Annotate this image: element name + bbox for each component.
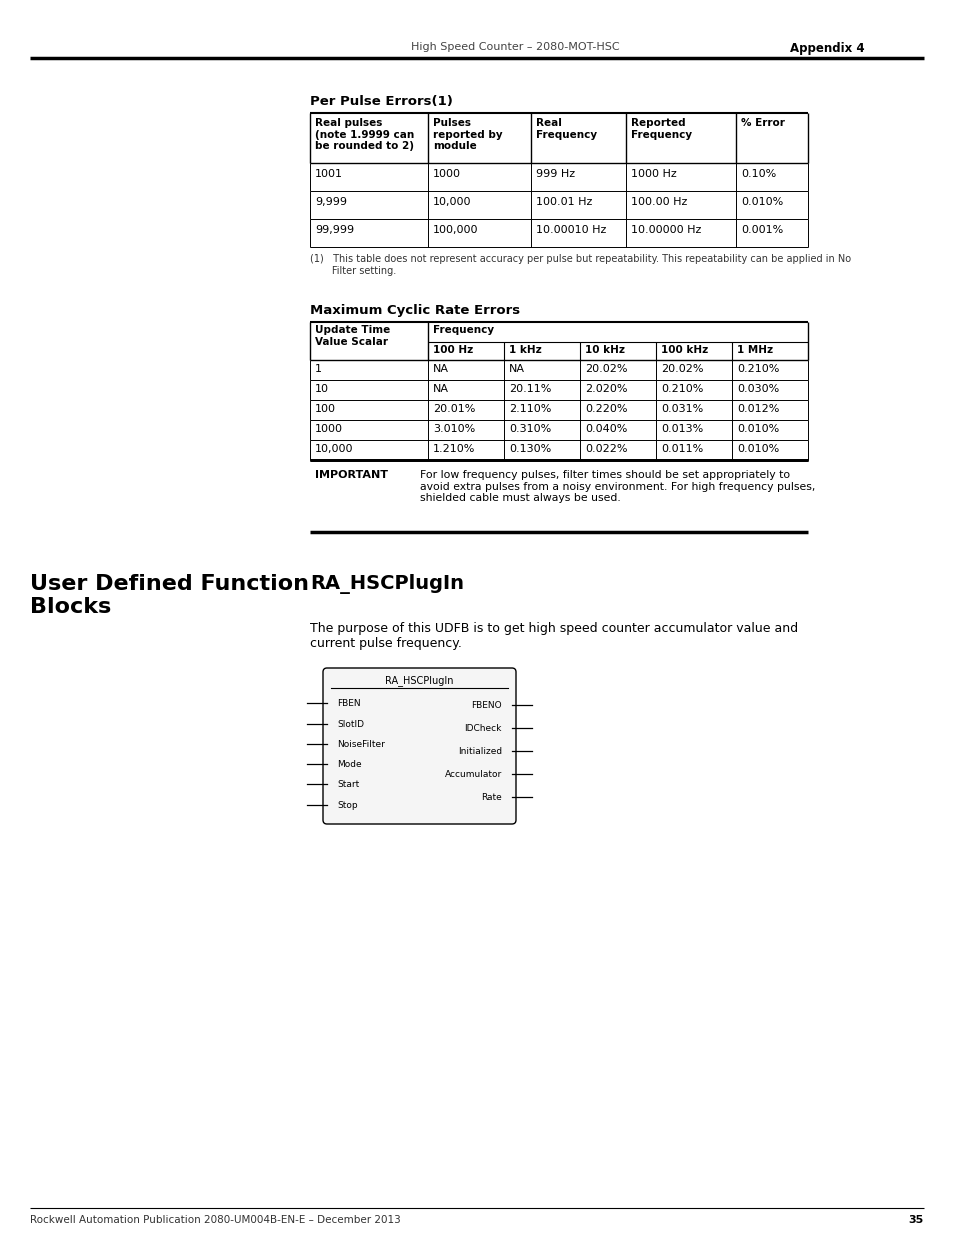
Text: 0.012%: 0.012% (737, 404, 779, 414)
Text: 0.010%: 0.010% (737, 445, 779, 454)
Text: 10 kHz: 10 kHz (584, 345, 624, 354)
Text: Rate: Rate (480, 793, 501, 802)
Text: 100,000: 100,000 (433, 225, 478, 235)
Text: Mode: Mode (336, 761, 361, 769)
Text: 20.01%: 20.01% (433, 404, 475, 414)
Text: 1000: 1000 (314, 424, 343, 433)
Text: 999 Hz: 999 Hz (536, 169, 575, 179)
Text: 3.010%: 3.010% (433, 424, 475, 433)
Text: NA: NA (433, 364, 449, 374)
Text: 2.110%: 2.110% (509, 404, 551, 414)
Text: NA: NA (509, 364, 524, 374)
Text: 0.210%: 0.210% (660, 384, 702, 394)
Text: Real pulses
(note 1.9999 can
be rounded to 2): Real pulses (note 1.9999 can be rounded … (314, 119, 414, 151)
Text: % Error: % Error (740, 119, 784, 128)
Text: 20.02%: 20.02% (584, 364, 627, 374)
Text: 9,999: 9,999 (314, 198, 347, 207)
Text: 0.010%: 0.010% (737, 424, 779, 433)
Text: IMPORTANT: IMPORTANT (314, 471, 388, 480)
Text: 0.013%: 0.013% (660, 424, 702, 433)
Text: FBENO: FBENO (471, 701, 501, 710)
Text: 10: 10 (314, 384, 329, 394)
Text: Start: Start (336, 781, 359, 789)
Text: 0.011%: 0.011% (660, 445, 702, 454)
Text: Stop: Stop (336, 800, 357, 810)
Text: 1 kHz: 1 kHz (509, 345, 541, 354)
Text: High Speed Counter – 2080-MOT-HSC: High Speed Counter – 2080-MOT-HSC (411, 42, 619, 52)
Text: The purpose of this UDFB is to get high speed counter accumulator value and
curr: The purpose of this UDFB is to get high … (310, 622, 798, 650)
Text: 100 kHz: 100 kHz (660, 345, 707, 354)
Text: 10.00010 Hz: 10.00010 Hz (536, 225, 606, 235)
Text: User Defined Function
Blocks: User Defined Function Blocks (30, 574, 309, 618)
Text: 1000: 1000 (433, 169, 460, 179)
Text: 1 MHz: 1 MHz (737, 345, 772, 354)
Text: Maximum Cyclic Rate Errors: Maximum Cyclic Rate Errors (310, 304, 519, 317)
Text: 1: 1 (314, 364, 322, 374)
Text: 10,000: 10,000 (433, 198, 471, 207)
Text: Pulses
reported by
module: Pulses reported by module (433, 119, 502, 151)
Text: 1001: 1001 (314, 169, 343, 179)
Text: Frequency: Frequency (433, 325, 494, 335)
Text: 0.001%: 0.001% (740, 225, 782, 235)
Text: 0.030%: 0.030% (737, 384, 779, 394)
Text: 35: 35 (908, 1215, 923, 1225)
Text: Reported
Frequency: Reported Frequency (630, 119, 691, 140)
Text: NoiseFilter: NoiseFilter (336, 740, 384, 748)
Text: 20.02%: 20.02% (660, 364, 702, 374)
Text: 100.00 Hz: 100.00 Hz (630, 198, 687, 207)
Text: Accumulator: Accumulator (444, 771, 501, 779)
FancyBboxPatch shape (323, 668, 516, 824)
Text: Update Time
Value Scalar: Update Time Value Scalar (314, 325, 390, 347)
Text: Initialized: Initialized (457, 747, 501, 756)
Text: Real
Frequency: Real Frequency (536, 119, 597, 140)
Text: 0.220%: 0.220% (584, 404, 627, 414)
Text: 0.031%: 0.031% (660, 404, 702, 414)
Text: 0.130%: 0.130% (509, 445, 551, 454)
Text: 20.11%: 20.11% (509, 384, 551, 394)
Text: 99,999: 99,999 (314, 225, 354, 235)
Text: 0.10%: 0.10% (740, 169, 776, 179)
Text: RA_HSCPlugIn: RA_HSCPlugIn (310, 574, 463, 594)
Text: FBEN: FBEN (336, 699, 360, 708)
Text: 100 Hz: 100 Hz (433, 345, 473, 354)
Text: SlotID: SlotID (336, 720, 364, 729)
Text: Rockwell Automation Publication 2080-UM004B-EN-E – December 2013: Rockwell Automation Publication 2080-UM0… (30, 1215, 400, 1225)
Text: 0.040%: 0.040% (584, 424, 627, 433)
Text: 10.00000 Hz: 10.00000 Hz (630, 225, 700, 235)
Text: 0.210%: 0.210% (737, 364, 779, 374)
Text: 1.210%: 1.210% (433, 445, 475, 454)
Text: IDCheck: IDCheck (464, 724, 501, 734)
Text: 2.020%: 2.020% (584, 384, 627, 394)
Text: 0.010%: 0.010% (740, 198, 782, 207)
Text: 1000 Hz: 1000 Hz (630, 169, 676, 179)
Text: 0.022%: 0.022% (584, 445, 627, 454)
Text: 100: 100 (314, 404, 335, 414)
Text: NA: NA (433, 384, 449, 394)
Text: 100.01 Hz: 100.01 Hz (536, 198, 592, 207)
Text: For low frequency pulses, filter times should be set appropriately to
avoid extr: For low frequency pulses, filter times s… (419, 471, 815, 503)
Text: Per Pulse Errors(1): Per Pulse Errors(1) (310, 95, 453, 107)
Text: (1)   This table does not represent accuracy per pulse but repeatability. This r: (1) This table does not represent accura… (310, 254, 850, 275)
Text: 0.310%: 0.310% (509, 424, 551, 433)
Text: RA_HSCPlugIn: RA_HSCPlugIn (385, 676, 454, 685)
Text: Appendix 4: Appendix 4 (789, 42, 863, 56)
Text: 10,000: 10,000 (314, 445, 354, 454)
